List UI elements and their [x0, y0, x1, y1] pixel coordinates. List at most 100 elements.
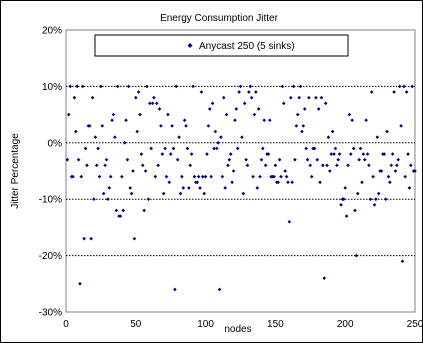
- y-axis-ticks: 20% 10% 0% -10% -20% -30%: [39, 26, 62, 319]
- data-point: [142, 208, 146, 213]
- data-point: [255, 186, 260, 190]
- data-point: [403, 174, 408, 179]
- data-point: [410, 84, 415, 89]
- data-point: [124, 118, 128, 123]
- data-point: [66, 112, 71, 117]
- data-point: [171, 146, 176, 151]
- data-point: [118, 214, 123, 218]
- data-point: [75, 84, 79, 89]
- data-point: [343, 186, 347, 190]
- data-point: [223, 186, 227, 190]
- data-point: [353, 208, 357, 213]
- data-point: [322, 276, 327, 280]
- data-point: [369, 90, 374, 94]
- data-point: [143, 169, 148, 173]
- data-point: [195, 180, 200, 185]
- data-point: [99, 84, 103, 89]
- data-point: [73, 129, 78, 134]
- data-point: [336, 157, 341, 162]
- data-point: [258, 174, 262, 179]
- data-point: [163, 146, 167, 151]
- data-point: [177, 135, 181, 139]
- data-point: [309, 174, 314, 179]
- data-point: [145, 84, 149, 89]
- data-point: [241, 191, 246, 196]
- data-point: [235, 146, 240, 151]
- data-point: [288, 95, 293, 100]
- data-point: [386, 174, 391, 179]
- data-point: [284, 174, 289, 179]
- data-point: [237, 90, 241, 94]
- data-point: [342, 197, 346, 201]
- data-point: [413, 169, 417, 173]
- data-point: [286, 180, 290, 185]
- data-point: [149, 146, 153, 151]
- data-point: [251, 174, 255, 179]
- data-point: [247, 90, 251, 94]
- legend-marker: [187, 43, 193, 48]
- data-point: [153, 174, 158, 179]
- data-point: [131, 169, 135, 173]
- data-point: [364, 118, 368, 123]
- data-point: [248, 84, 253, 89]
- data-point: [399, 124, 403, 128]
- data-point: [348, 152, 353, 156]
- data-point: [367, 163, 371, 168]
- data-point: [395, 163, 399, 168]
- data-point: [181, 186, 186, 190]
- data-point: [344, 214, 349, 218]
- data-point: [79, 174, 84, 179]
- data-point: [350, 118, 354, 123]
- data-point: [389, 163, 394, 168]
- data-point: [85, 163, 89, 168]
- data-point: [254, 90, 258, 94]
- data-point: [368, 197, 373, 201]
- data-point: [90, 95, 95, 100]
- data-point: [385, 129, 389, 134]
- data-point: [214, 146, 219, 151]
- data-point: [205, 152, 209, 156]
- legend: Anycast 250 (5 sinks): [94, 34, 349, 57]
- data-point: [122, 141, 127, 145]
- data-point: [188, 163, 193, 168]
- data-point: [393, 169, 398, 173]
- data-point: [210, 101, 215, 106]
- data-point: [266, 152, 271, 156]
- data-point: [115, 84, 120, 89]
- data-point: [108, 174, 113, 179]
- y-tick-label: -30%: [39, 308, 62, 319]
- x-tick-label: 50: [130, 319, 142, 330]
- data-point: [128, 186, 133, 190]
- data-point: [100, 124, 105, 128]
- data-point: [354, 253, 359, 258]
- data-point: [276, 180, 280, 185]
- data-point: [96, 146, 100, 151]
- data-point: [294, 124, 299, 128]
- data-point: [298, 84, 303, 89]
- data-point: [170, 124, 174, 128]
- data-point: [191, 84, 195, 89]
- x-tick-label: 250: [407, 319, 423, 330]
- data-point: [302, 107, 307, 111]
- data-point: [330, 129, 335, 134]
- data-point: [68, 84, 72, 89]
- data-point: [152, 95, 156, 100]
- x-axis-label: nodes: [224, 324, 251, 335]
- data-point: [357, 157, 361, 162]
- data-point: [224, 112, 229, 117]
- data-point: [226, 163, 230, 168]
- data-point: [125, 157, 130, 162]
- data-point: [135, 129, 139, 134]
- data-point: [147, 101, 152, 106]
- data-point: [228, 152, 233, 156]
- x-tick-label: 100: [197, 319, 214, 330]
- data-point: [178, 191, 183, 196]
- data-point: [382, 152, 387, 156]
- data-point: [351, 146, 356, 151]
- data-point: [397, 84, 402, 89]
- data-point: [376, 191, 381, 196]
- data-point: [392, 90, 396, 94]
- data-point: [323, 101, 328, 106]
- data-point: [104, 157, 109, 162]
